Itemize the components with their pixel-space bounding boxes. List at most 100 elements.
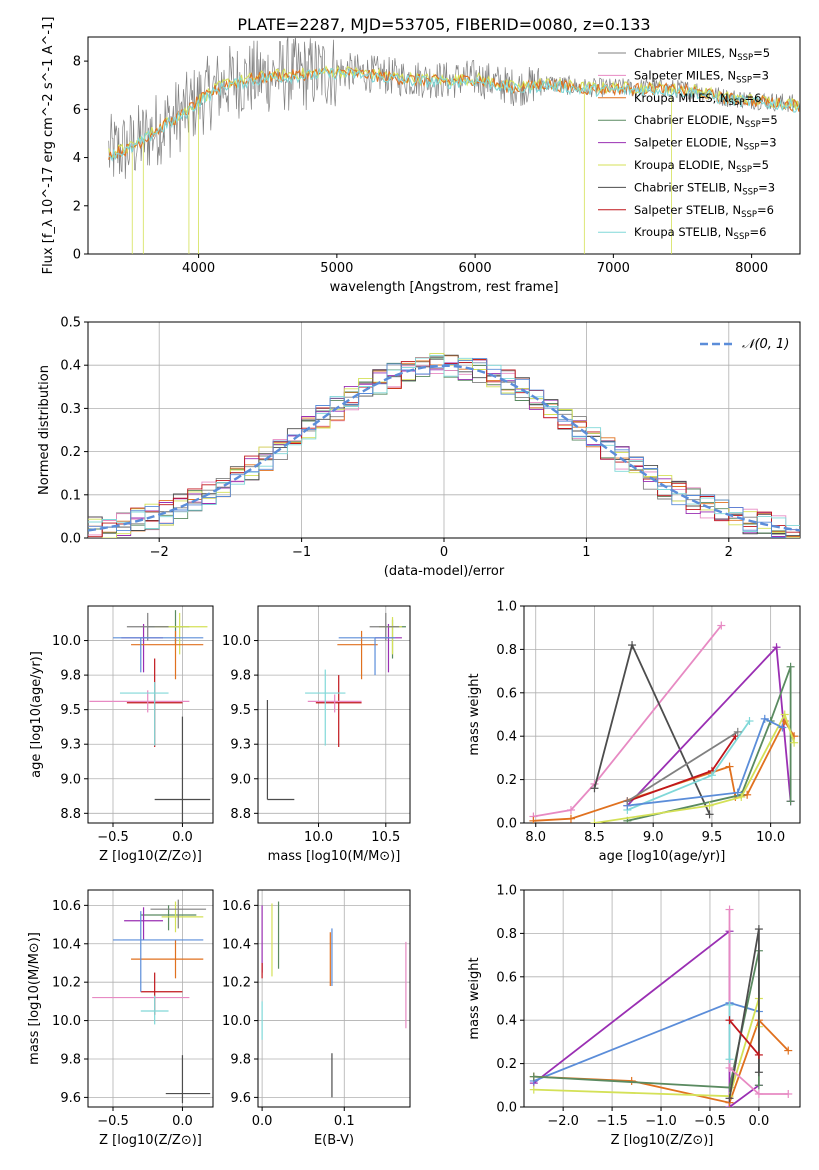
x-axis-label: (data-model)/error: [384, 564, 505, 579]
legend-entry: 𝒩(0, 1): [742, 337, 789, 352]
series-line: [533, 624, 723, 818]
legend-entry: Chabrier ELODIE, NSSP=5: [634, 113, 778, 130]
y-tick-label: 9.5: [230, 703, 251, 718]
series-line: [728, 909, 789, 1095]
x-tick-label: 10.5: [371, 830, 400, 845]
legend-entry-label: Chabrier STELIB, N: [634, 180, 742, 194]
x-tick-label: 5000: [320, 261, 353, 276]
y-tick-label: 10.6: [52, 899, 81, 914]
y-tick-label: 0.6: [496, 970, 517, 985]
y-tick-label: 0.0: [60, 532, 81, 547]
x-tick-label: 0.0: [252, 1114, 273, 1129]
y-tick-label: 9.8: [60, 1052, 81, 1067]
weight-vs-age-panel: 8.0 8.5 9.0 9.5 10.0 0.0 0.2 0.4 0.6 0.8 1.0 age [l…: [467, 600, 801, 864]
series-line: [533, 998, 760, 1098]
x-tick-label: 1: [582, 545, 590, 560]
age-vs-z-panel: −0.5 0.0 8.8 9.0 9.3 9.5 9.8 10.0 Z [log10(Z/Z⊙)…: [29, 605, 214, 864]
legend-entry-count: =6: [757, 203, 774, 217]
y-tick-label: 0.0: [496, 1101, 517, 1116]
mass-vs-z-panel: −0.5 0.0 9.6 9.8 10.0 10.2 10.4 10.6 Z [log10(Z/…: [27, 889, 214, 1148]
series-line: [626, 731, 739, 803]
legend-entry-subscript: SSP: [736, 165, 752, 175]
y-axis-label: mass weight: [467, 957, 482, 1039]
legend-entry-count: =6: [749, 225, 766, 239]
spectrum-plot: [108, 37, 800, 254]
normal-reference-curve: [88, 364, 800, 532]
series-line: [626, 645, 792, 807]
legend-entry-label: Chabrier MILES, N: [634, 46, 737, 60]
y-axis-label: Flux [f_λ 10^-17 erg cm^-2 s^-1 A^-1]: [41, 17, 56, 275]
y-tick-label: 0.5: [60, 316, 81, 331]
legend-entry-count: =5: [761, 113, 778, 127]
y-tick-label: 0.2: [496, 1057, 517, 1072]
legend-entry: Salpeter STELIB, NSSP=6: [634, 203, 774, 220]
y-tick-label: 9.3: [230, 738, 251, 753]
x-tick-label: 0.0: [172, 830, 193, 845]
y-tick-label: 0.0: [496, 817, 517, 832]
y-tick-label: 9.6: [60, 1091, 81, 1106]
x-axis-label: mass [log10(M/M⊙)]: [268, 849, 401, 864]
mass-vs-ebv-panel: 0.0 0.1 9.6 9.8 10.0 10.2 10.4 10.6 E(B-V): [222, 889, 411, 1148]
x-tick-label: −1.0: [645, 1114, 677, 1129]
residuals-panel: −2 −1 0 1 2 0.0 0.1 0.2 0.3 0.4 0.5 (data-model)/er…: [37, 316, 801, 579]
series-line: [627, 717, 783, 807]
figure-title: PLATE=2287, MJD=53705, FIBERID=0080, z=0…: [237, 15, 650, 34]
legend-entry-label: Salpeter MILES, N: [634, 68, 736, 82]
x-tick-label: 0.0: [172, 1114, 193, 1129]
legend-entry-subscript: SSP: [734, 232, 750, 242]
x-tick-label: 0.1: [334, 1114, 355, 1129]
y-tick-label: 0.6: [496, 686, 517, 701]
x-axis-label: Z [log10(Z/Z⊙)]: [99, 849, 202, 864]
series-line: [533, 929, 760, 1107]
legend-entry-label: Kroupa MILES, N: [634, 91, 729, 105]
y-tick-label: 9.8: [230, 669, 251, 684]
y-tick-label: 0.2: [60, 445, 81, 460]
legend-entry: Salpeter ELODIE, NSSP=3: [634, 136, 777, 153]
legend-entry: Kroupa ELODIE, NSSP=5: [634, 158, 769, 175]
axes-frame: [257, 605, 411, 824]
axes-frame: [523, 889, 801, 1108]
legend-entry-subscript: SSP: [741, 210, 757, 220]
x-axis-label: Z [log10(Z/Z⊙)]: [99, 1133, 202, 1148]
y-axis-label: Normed distribution: [37, 365, 52, 495]
y-tick-label: 10.6: [222, 899, 251, 914]
x-tick-label: 8.5: [584, 830, 605, 845]
y-tick-label: 8.8: [230, 807, 251, 822]
legend-entry-subscript: SSP: [745, 120, 761, 130]
x-tick-label: 0.0: [749, 1114, 770, 1129]
y-tick-label: 0.8: [496, 927, 517, 942]
weight-vs-z-panel: −2.0 −1.5 −1.0 −0.5 0.0 0.0 0.2 0.4 0.6 0.8 1.0 Z […: [467, 884, 801, 1148]
legend-entry-subscript: SSP: [742, 187, 758, 197]
y-tick-label: 4: [73, 151, 81, 166]
legend-entry-label: Kroupa STELIB, N: [634, 225, 734, 239]
x-tick-label: 7000: [597, 261, 630, 276]
y-tick-label: 2: [73, 199, 81, 214]
series-line: [728, 1019, 760, 1056]
y-tick-label: 0.4: [496, 1014, 517, 1029]
legend-entry: Kroupa MILES, NSSP=6: [634, 91, 761, 108]
y-tick-label: 0.8: [496, 643, 517, 658]
y-tick-label: 1.0: [496, 884, 517, 899]
y-tick-label: 9.3: [60, 738, 81, 753]
y-tick-label: 6: [73, 103, 81, 118]
legend-entry-label: Chabrier ELODIE, N: [634, 113, 745, 127]
legend-entry-subscript: SSP: [744, 143, 760, 153]
x-tick-label: 8000: [735, 261, 768, 276]
x-tick-label: −1: [292, 545, 311, 560]
y-tick-label: 10.2: [52, 976, 81, 991]
x-tick-label: −0.5: [694, 1114, 726, 1129]
series-line: [533, 1001, 760, 1082]
y-tick-label: 10.0: [222, 1014, 251, 1029]
y-tick-label: 10.0: [52, 1014, 81, 1029]
y-tick-label: 9.0: [60, 772, 81, 787]
axes-frame: [257, 889, 411, 1108]
legend-entry: Kroupa STELIB, NSSP=6: [634, 225, 766, 242]
legend-entry-subscript: SSP: [729, 98, 745, 108]
y-tick-label: 10.0: [52, 634, 81, 649]
x-tick-label: −0.5: [97, 830, 129, 845]
y-tick-label: 9.8: [60, 669, 81, 684]
legend-entry-count: =3: [760, 136, 777, 150]
legend-entry: Chabrier MILES, NSSP=5: [634, 46, 770, 63]
axes-frame: [523, 605, 801, 824]
y-tick-label: 0.1: [60, 488, 81, 503]
